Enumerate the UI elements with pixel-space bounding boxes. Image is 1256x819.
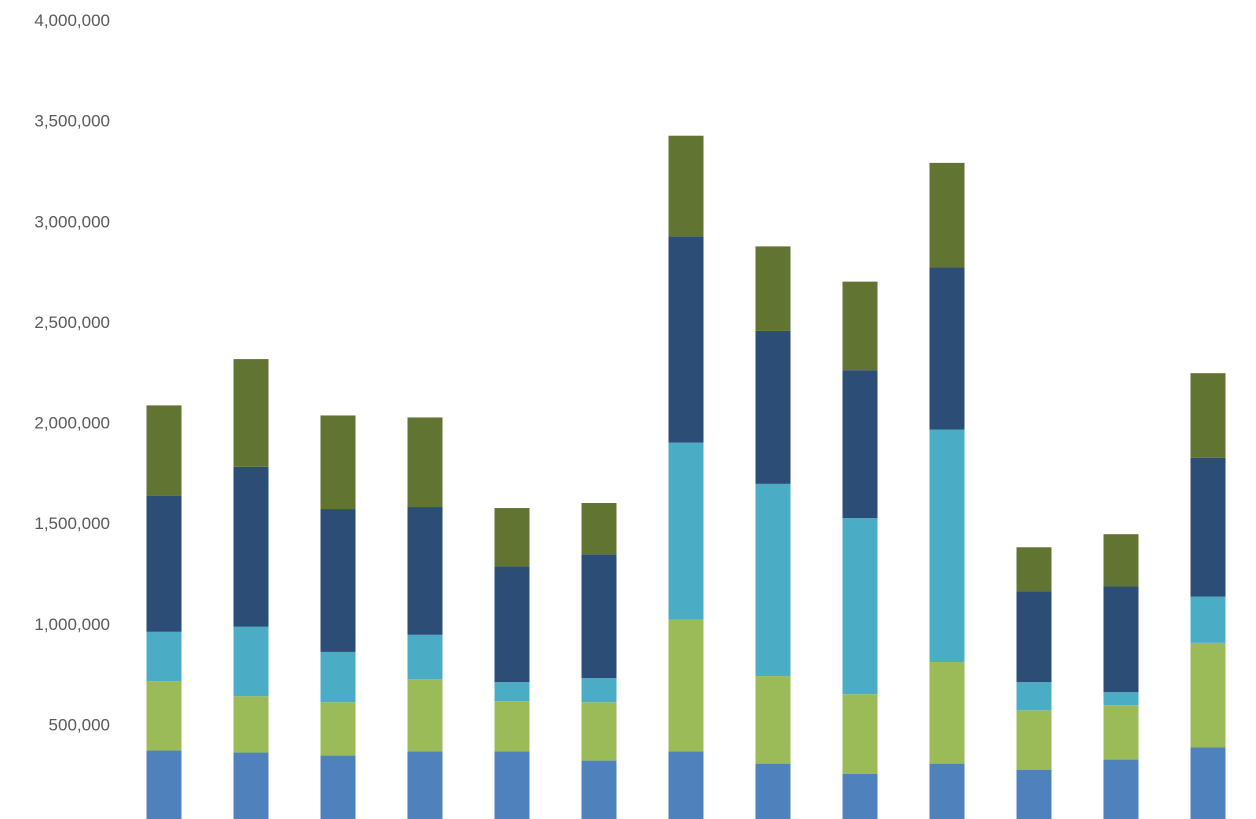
bar-segment-series-2 [842, 694, 878, 774]
y-tick-label: 500,000 [49, 715, 110, 734]
bar-segment-series-1 [1103, 759, 1139, 819]
y-tick-label: 1,500,000 [34, 514, 110, 533]
bar-segment-series-3 [755, 483, 791, 677]
bar-segment-series-1 [581, 760, 617, 819]
y-tick-label: 1,000,000 [34, 615, 110, 634]
y-tick-label: 4,000,000 [34, 11, 110, 30]
bar-segment-series-3 [233, 626, 269, 697]
bar-segment-series-4 [842, 370, 878, 519]
bar-segment-series-5 [668, 135, 704, 237]
bar-segment-series-2 [1190, 642, 1226, 748]
bar-segment-series-2 [668, 619, 704, 752]
bar-segment-series-2 [581, 702, 617, 761]
bar-segment-series-5 [1190, 373, 1226, 458]
bar-segment-series-5 [929, 162, 965, 268]
bar-segment-series-4 [233, 466, 269, 627]
bar-segment-series-2 [146, 681, 182, 751]
bar-segment-series-4 [407, 507, 443, 635]
bar-segment-series-3 [146, 631, 182, 682]
bar-segment-series-1 [494, 751, 530, 819]
bar-segment-series-4 [755, 330, 791, 484]
bar-stack [320, 415, 356, 819]
bar-segment-series-4 [320, 509, 356, 652]
bar-segment-series-5 [233, 359, 269, 467]
bar-segment-series-1 [233, 752, 269, 819]
bar-segment-series-3 [320, 651, 356, 703]
bar-segment-series-2 [233, 696, 269, 753]
bar-segment-series-4 [1103, 586, 1139, 693]
bar-stack [842, 281, 878, 819]
bar-segment-series-3 [668, 442, 704, 620]
bar-segment-series-3 [1016, 682, 1052, 711]
bar-segment-series-2 [494, 701, 530, 752]
bar-segment-series-1 [842, 773, 878, 819]
bar-segment-series-4 [1190, 457, 1226, 597]
bar-segment-series-4 [146, 495, 182, 632]
bar-segment-series-5 [407, 417, 443, 508]
bar-stack [668, 135, 704, 819]
bar-segment-series-2 [320, 702, 356, 756]
bar-stack [494, 508, 530, 819]
bar-segment-series-5 [146, 405, 182, 496]
bar-segment-series-3 [1103, 692, 1139, 706]
bar-segment-series-3 [494, 682, 530, 702]
bar-stack [407, 417, 443, 819]
bar-stack [1016, 547, 1052, 819]
bar-stack [1103, 534, 1139, 819]
bar-segment-series-3 [581, 678, 617, 703]
bar-stack [755, 246, 791, 819]
bar-segment-series-1 [1016, 769, 1052, 819]
bar-segment-series-1 [929, 763, 965, 819]
bar-segment-series-4 [581, 554, 617, 679]
bar-stack [1190, 373, 1226, 819]
y-axis: - 500,000 1,000,000 1,500,000 2,000,000 2,500… [34, 11, 110, 819]
y-tick-label: 3,000,000 [34, 212, 110, 231]
bar-segment-series-5 [320, 415, 356, 510]
bar-stack [146, 405, 182, 819]
bar-stack [581, 503, 617, 819]
bar-segment-series-5 [755, 246, 791, 331]
bar-stacks [146, 135, 1226, 819]
bar-segment-series-1 [1190, 747, 1226, 819]
bar-segment-series-5 [842, 281, 878, 371]
bar-segment-series-3 [842, 518, 878, 695]
bar-segment-series-1 [668, 751, 704, 819]
bar-segment-series-2 [407, 679, 443, 752]
bar-segment-series-5 [1103, 534, 1139, 587]
y-tick-label: - [104, 816, 110, 819]
bar-segment-series-5 [581, 503, 617, 555]
bar-segment-series-4 [494, 566, 530, 683]
bar-segment-series-3 [929, 429, 965, 662]
bar-segment-series-4 [1016, 591, 1052, 683]
bar-stack [929, 162, 965, 819]
bar-segment-series-1 [320, 755, 356, 819]
bar-segment-series-5 [494, 508, 530, 567]
y-tick-label: 2,000,000 [34, 414, 110, 433]
y-tick-label: 2,500,000 [34, 313, 110, 332]
bar-segment-series-1 [407, 751, 443, 819]
bar-segment-series-4 [668, 236, 704, 443]
bar-segment-series-1 [755, 763, 791, 819]
bar-segment-series-4 [929, 267, 965, 430]
bar-segment-series-2 [1016, 710, 1052, 770]
bar-segment-series-1 [146, 750, 182, 819]
bar-stack [233, 359, 269, 819]
bar-segment-series-2 [1103, 705, 1139, 760]
bar-segment-series-3 [407, 634, 443, 680]
bar-segment-series-2 [929, 661, 965, 764]
bar-segment-series-5 [1016, 547, 1052, 592]
y-tick-label: 3,500,000 [34, 112, 110, 131]
bar-segment-series-2 [755, 676, 791, 764]
bar-segment-series-3 [1190, 596, 1226, 643]
